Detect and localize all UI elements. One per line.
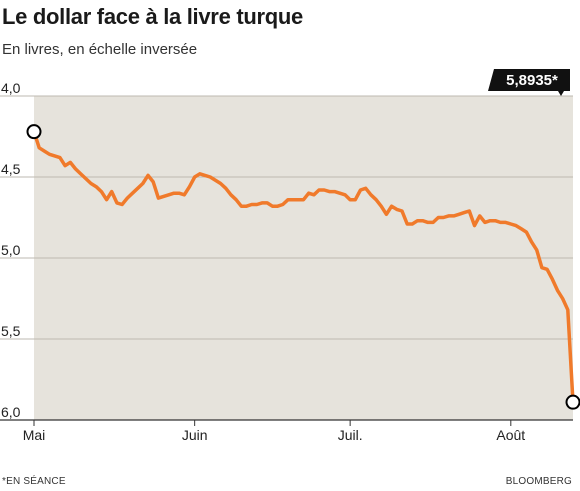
chart-subtitle: En livres, en échelle inversée [2,41,198,58]
end-point-marker [565,394,580,410]
y-tick-label: 6,0 [1,404,21,420]
y-axis-ticks: 4,0 4,5 5,0 5,5 6,0 [1,80,21,420]
start-point-marker [26,124,42,140]
y-tick-label: 5,0 [1,242,21,258]
last-value-label: 5,8935* [506,72,558,89]
footer-source: BLOOMBERG [505,476,572,487]
series-line [32,129,575,404]
x-tick-label: Juil. [338,427,363,443]
x-tick-label: Juin [182,427,208,443]
y-tick-label: 4,0 [1,80,21,96]
line-chart: 4,0 4,5 5,0 5,5 6,0 Mai Juin Juil. Août 5,8935* [0,69,580,443]
x-tick-label: Août [496,427,525,443]
chart-title: Le dollar face à la livre turque [2,4,303,29]
footer-note: *EN SÉANCE [2,476,66,487]
x-tick-label: Mai [23,427,46,443]
y-tick-label: 5,5 [1,323,21,339]
y-tick-label: 4,5 [1,161,21,177]
gridlines [0,95,573,421]
x-axis-ticks: Mai Juin Juil. Août [23,420,525,443]
last-value-badge: 5,8935* [488,69,570,96]
